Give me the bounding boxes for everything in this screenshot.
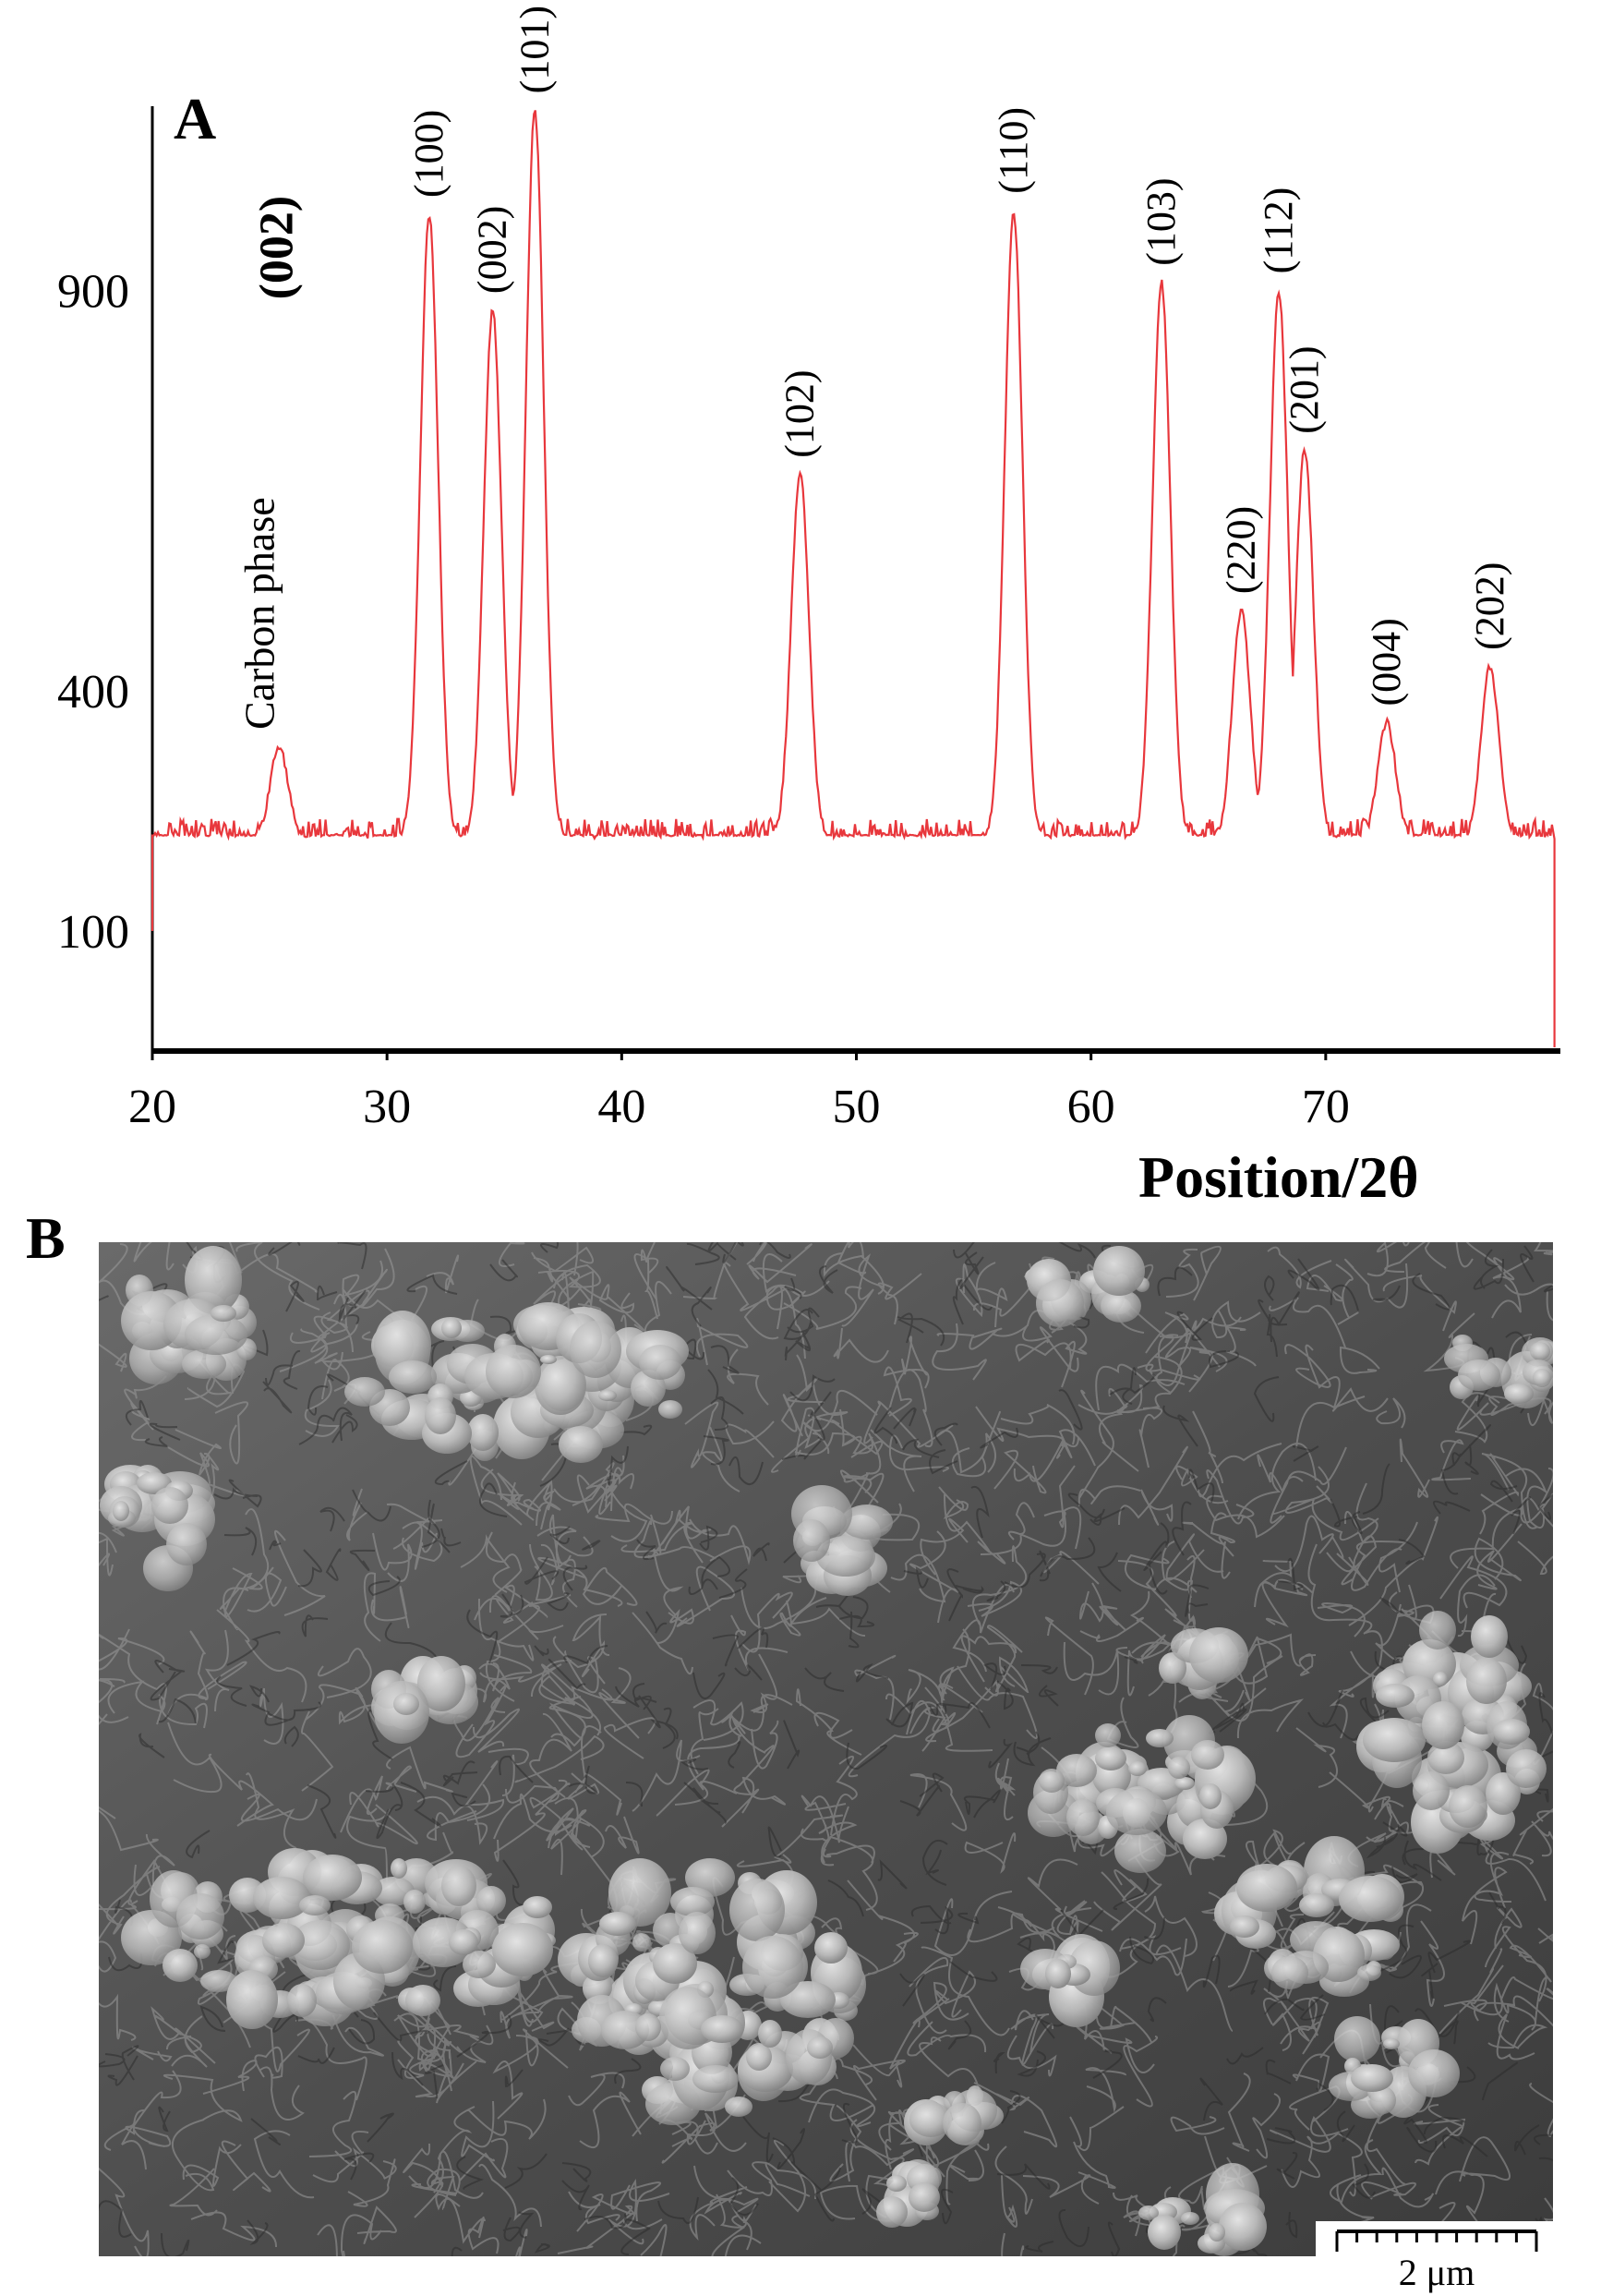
x-tick-label-60: 60 xyxy=(1067,1081,1115,1133)
peak-label-2: (002) xyxy=(470,206,515,294)
y-tick-label-900: 900 xyxy=(57,265,129,318)
y-tick-label-400: 400 xyxy=(57,666,129,719)
peak-label-11: (202) xyxy=(1467,562,1512,650)
scale-bar: 2 μm xyxy=(1316,2221,1553,2296)
y-tick-label-100: 100 xyxy=(57,906,129,959)
peak-label-4: (102) xyxy=(777,369,823,457)
panel-a-letter: A xyxy=(174,86,216,151)
peak-label-8: (112) xyxy=(1256,187,1301,274)
xrd-chart-panel: A 20 30 40 50 60 70 100 400 900 Position/2θ (00… xyxy=(57,6,1560,1210)
peak-label-10: (004) xyxy=(1364,618,1409,706)
x-axis-title: Position/2θ xyxy=(1138,1144,1419,1210)
chart-annotations: Carbon phase xyxy=(235,497,283,730)
annotation-carbon-phase: Carbon phase xyxy=(235,497,283,730)
peak-label-3: (101) xyxy=(512,6,557,93)
x-tick-label-70: 70 xyxy=(1302,1081,1350,1133)
x-axis-ticks: 20 30 40 50 60 70 xyxy=(128,1051,1350,1133)
peak-label-6: (103) xyxy=(1138,177,1184,265)
x-tick-label-20: 20 xyxy=(128,1081,176,1133)
particle-grains xyxy=(100,1246,1553,2256)
scale-bar-label: 2 μm xyxy=(1399,2252,1475,2293)
sem-image-panel: B 2 μm xyxy=(26,1205,1553,2296)
chart-axes: 20 30 40 50 60 70 100 400 900 Position/2θ xyxy=(57,106,1560,1210)
sem-micrograph xyxy=(99,1242,1553,2256)
x-tick-label-30: 30 xyxy=(363,1081,411,1133)
peak-label-0: (002) xyxy=(250,196,303,300)
panel-b-letter: B xyxy=(26,1205,66,1271)
x-tick-label-40: 40 xyxy=(597,1081,645,1133)
peak-label-7: (220) xyxy=(1218,506,1263,594)
peak-labels: (002) (100) (002) (101) (102) (110) (103) (220)… xyxy=(250,6,1512,707)
peak-label-9: (201) xyxy=(1282,345,1327,433)
xrd-series-line xyxy=(150,110,1556,1047)
scale-bar-ticks xyxy=(1335,2231,1538,2252)
peak-label-5: (110) xyxy=(991,107,1036,194)
x-tick-label-50: 50 xyxy=(833,1081,881,1133)
peak-label-1: (100) xyxy=(406,110,451,198)
y-axis-ticks: 100 400 900 xyxy=(57,265,129,959)
